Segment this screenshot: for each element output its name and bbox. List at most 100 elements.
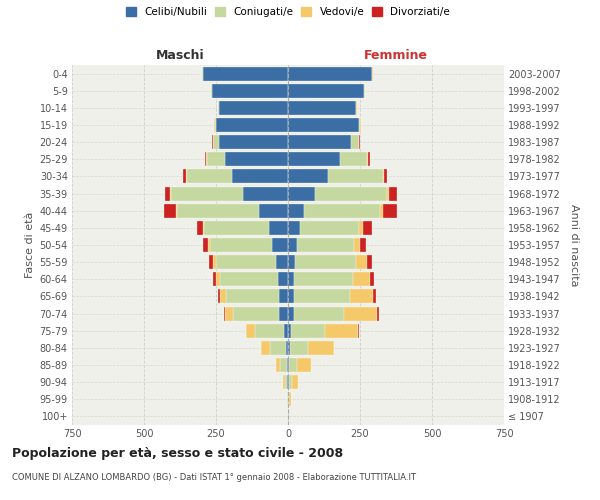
- Bar: [288, 101, 356, 115]
- Bar: [350, 290, 373, 304]
- Bar: [288, 84, 364, 98]
- Bar: [384, 170, 388, 183]
- Bar: [289, 358, 296, 372]
- Bar: [224, 306, 233, 320]
- Text: Popolazione per età, sesso e stato civile - 2008: Popolazione per età, sesso e stato civil…: [12, 448, 343, 460]
- Bar: [164, 204, 176, 218]
- Bar: [208, 238, 210, 252]
- Bar: [359, 221, 363, 235]
- Bar: [203, 221, 205, 235]
- Bar: [219, 101, 288, 115]
- Bar: [220, 272, 278, 286]
- Bar: [294, 272, 353, 286]
- Bar: [277, 255, 288, 269]
- Bar: [299, 221, 359, 235]
- Bar: [296, 358, 311, 372]
- Bar: [288, 375, 289, 389]
- Text: Femmine: Femmine: [364, 48, 428, 62]
- Bar: [226, 290, 280, 304]
- Bar: [208, 152, 224, 166]
- Bar: [370, 272, 374, 286]
- Y-axis label: Anni di nascita: Anni di nascita: [569, 204, 580, 286]
- Bar: [288, 290, 294, 304]
- Bar: [295, 255, 356, 269]
- Bar: [218, 290, 220, 304]
- Bar: [269, 221, 288, 235]
- Bar: [280, 306, 288, 320]
- Bar: [216, 118, 288, 132]
- Bar: [280, 290, 288, 304]
- Bar: [367, 255, 373, 269]
- Bar: [283, 375, 285, 389]
- Bar: [353, 272, 370, 286]
- Bar: [197, 221, 203, 235]
- Bar: [286, 341, 288, 355]
- Bar: [166, 186, 170, 200]
- Bar: [255, 324, 284, 338]
- Bar: [294, 290, 350, 304]
- Bar: [285, 375, 287, 389]
- Bar: [383, 170, 384, 183]
- Bar: [389, 186, 397, 200]
- Bar: [287, 375, 288, 389]
- Bar: [219, 135, 288, 149]
- Text: Maschi: Maschi: [155, 48, 205, 62]
- Bar: [383, 204, 397, 218]
- Bar: [288, 221, 299, 235]
- Bar: [288, 306, 294, 320]
- Bar: [359, 135, 360, 149]
- Bar: [187, 170, 232, 183]
- Bar: [213, 255, 216, 269]
- Bar: [292, 375, 298, 389]
- Bar: [289, 392, 290, 406]
- Bar: [246, 324, 255, 338]
- Bar: [203, 66, 288, 80]
- Bar: [288, 66, 371, 80]
- Bar: [288, 272, 294, 286]
- Bar: [340, 152, 367, 166]
- Bar: [292, 324, 325, 338]
- Bar: [278, 272, 288, 286]
- Bar: [380, 204, 383, 218]
- Bar: [184, 170, 187, 183]
- Bar: [354, 238, 360, 252]
- Bar: [308, 341, 334, 355]
- Bar: [288, 186, 316, 200]
- Bar: [216, 255, 277, 269]
- Bar: [284, 324, 288, 338]
- Bar: [206, 152, 208, 166]
- Bar: [210, 238, 272, 252]
- Bar: [224, 152, 288, 166]
- Bar: [368, 152, 370, 166]
- Bar: [213, 135, 219, 149]
- Bar: [272, 238, 288, 252]
- Bar: [294, 306, 344, 320]
- Bar: [212, 272, 216, 286]
- Bar: [270, 341, 286, 355]
- Bar: [205, 152, 206, 166]
- Y-axis label: Fasce di età: Fasce di età: [25, 212, 35, 278]
- Bar: [288, 392, 289, 406]
- Bar: [209, 255, 213, 269]
- Bar: [261, 341, 270, 355]
- Bar: [244, 186, 288, 200]
- Bar: [170, 186, 172, 200]
- Bar: [212, 84, 288, 98]
- Bar: [288, 255, 295, 269]
- Bar: [288, 341, 290, 355]
- Bar: [288, 135, 352, 149]
- Legend: Celibi/Nubili, Coniugati/e, Vedovi/e, Divorziati/e: Celibi/Nubili, Coniugati/e, Vedovi/e, Di…: [124, 5, 452, 20]
- Text: COMUNE DI ALZANO LOMBARDO (BG) - Dati ISTAT 1° gennaio 2008 - Elaborazione TUTTI: COMUNE DI ALZANO LOMBARDO (BG) - Dati IS…: [12, 472, 416, 482]
- Bar: [377, 306, 379, 320]
- Bar: [220, 290, 226, 304]
- Bar: [176, 204, 177, 218]
- Bar: [259, 204, 288, 218]
- Bar: [215, 118, 216, 132]
- Bar: [352, 135, 359, 149]
- Bar: [288, 152, 340, 166]
- Bar: [288, 324, 292, 338]
- Bar: [373, 290, 376, 304]
- Bar: [325, 324, 358, 338]
- Bar: [360, 238, 367, 252]
- Bar: [288, 204, 304, 218]
